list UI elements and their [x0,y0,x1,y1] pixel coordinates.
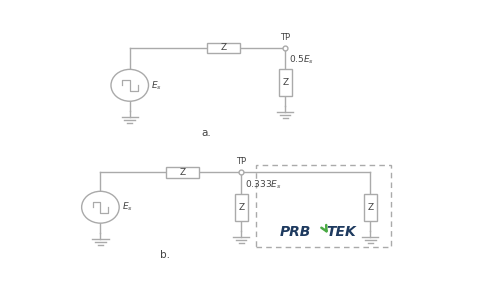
Bar [166,167,198,178]
Bar [256,165,391,247]
Text: Z: Z [282,78,288,87]
Text: Z: Z [220,44,226,52]
Bar [208,43,240,53]
Bar [278,69,291,97]
Text: $0.5E_s$: $0.5E_s$ [288,54,314,66]
Bar [234,194,248,221]
Text: $0.333E_s$: $0.333E_s$ [244,178,282,191]
Text: Z: Z [238,203,244,212]
Text: $E_s$: $E_s$ [152,79,162,92]
Text: Z: Z [180,168,186,177]
Text: PRB: PRB [280,225,310,239]
Text: a.: a. [201,128,211,138]
Circle shape [82,191,119,223]
Text: b.: b. [160,250,170,260]
Text: TP: TP [236,158,246,166]
Text: Z: Z [367,203,374,212]
Circle shape [111,69,148,101]
Text: $E_s$: $E_s$ [122,201,133,214]
Text: TP: TP [280,33,290,42]
Text: TEK: TEK [326,225,356,239]
Bar [364,194,376,221]
